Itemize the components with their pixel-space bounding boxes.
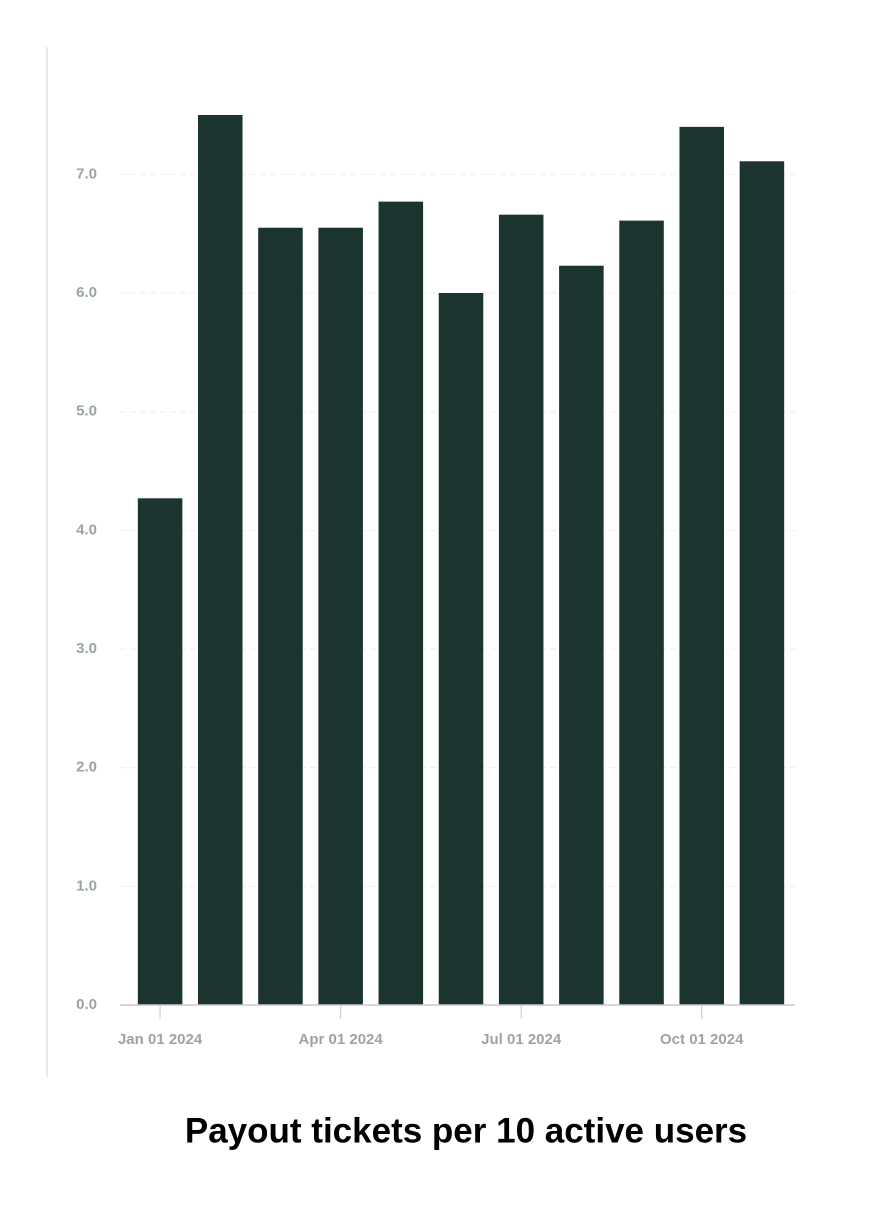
bar	[679, 126, 724, 1005]
bar	[318, 227, 363, 1005]
y-tick-label: 5.0	[76, 403, 97, 420]
bar	[378, 201, 424, 1006]
x-tick-label: Oct 01 2024	[660, 1031, 744, 1048]
x-tick-label: Jul 01 2024	[481, 1031, 562, 1048]
y-tick-label: 7.0	[76, 165, 97, 182]
bar	[559, 265, 604, 1005]
y-tick-label: 6.0	[76, 284, 97, 301]
bar	[258, 227, 303, 1005]
bar	[498, 214, 544, 1005]
bar	[198, 115, 243, 1005]
bar	[137, 498, 183, 1005]
x-tick-label: Jan 01 2024	[118, 1031, 203, 1048]
bar	[739, 161, 785, 1005]
bar	[619, 220, 664, 1005]
y-tick-label: 2.0	[76, 759, 97, 776]
x-tick-label: Apr 01 2024	[299, 1031, 384, 1048]
y-tick-label: 0.0	[76, 996, 97, 1013]
chart-title: Payout tickets per 10 active users	[185, 1111, 747, 1150]
y-tick-label: 4.0	[76, 521, 97, 538]
y-tick-label: 3.0	[76, 640, 97, 657]
bar	[438, 293, 484, 1005]
y-tick-label: 1.0	[76, 877, 97, 894]
